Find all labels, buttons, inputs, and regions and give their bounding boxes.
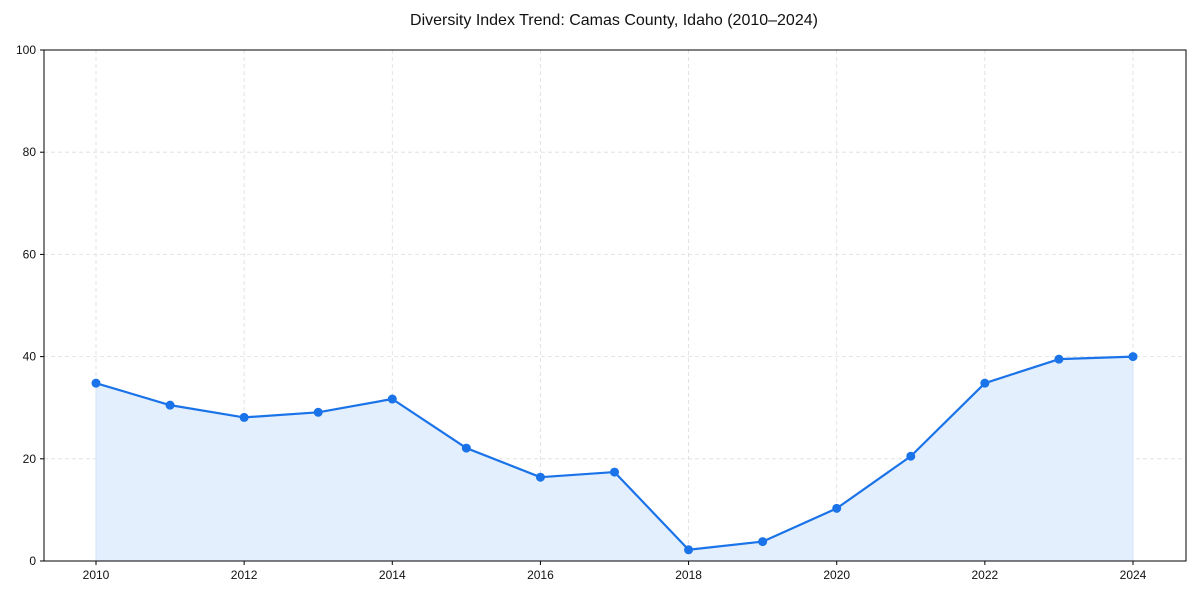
y-tick-label: 0 <box>29 554 36 568</box>
y-tick-label: 40 <box>23 350 37 364</box>
data-markers <box>91 352 1138 555</box>
plot-frame <box>43 49 1187 562</box>
data-point-2023 <box>1054 354 1064 364</box>
data-point-2020 <box>832 503 842 513</box>
data-point-2022 <box>980 378 990 388</box>
data-point-2013 <box>313 407 323 417</box>
data-point-2021 <box>906 451 916 461</box>
data-point-2011 <box>165 400 175 410</box>
data-point-2016 <box>535 472 545 482</box>
data-point-2010 <box>91 378 101 388</box>
data-point-2018 <box>684 545 694 555</box>
y-axis: 0 20 40 60 80 100 <box>16 43 44 568</box>
data-point-2012 <box>239 412 249 422</box>
x-tick-label: 2016 <box>527 568 554 582</box>
y-tick-label: 100 <box>16 43 36 57</box>
x-axis: 2010 2012 2014 2016 2018 2020 2022 2024 <box>83 561 1147 582</box>
y-tick-label: 20 <box>23 452 37 466</box>
x-tick-label: 2024 <box>1120 568 1147 582</box>
x-tick-label: 2012 <box>231 568 258 582</box>
x-tick-label: 2018 <box>675 568 702 582</box>
x-tick-label: 2020 <box>823 568 850 582</box>
data-point-2014 <box>387 394 397 404</box>
y-tick-label: 60 <box>23 247 37 261</box>
x-tick-label: 2014 <box>379 568 406 582</box>
data-point-2017 <box>610 467 619 477</box>
data-point-2024 <box>1128 352 1138 362</box>
x-tick-label: 2010 <box>83 568 110 582</box>
y-tick-label: 80 <box>23 145 37 159</box>
x-tick-label: 2022 <box>972 568 999 582</box>
data-point-2019 <box>758 537 768 547</box>
chart-title: Diversity Index Trend: Camas County, Ida… <box>410 12 818 29</box>
data-point-2015 <box>461 443 471 453</box>
